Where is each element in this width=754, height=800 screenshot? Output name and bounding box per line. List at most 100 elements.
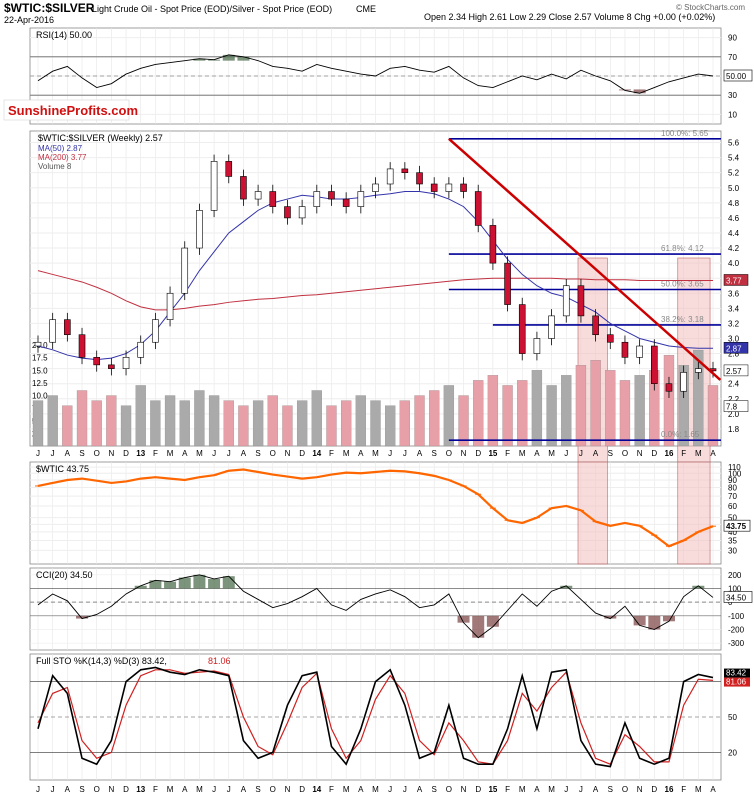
rsi-tick-label: 90 — [728, 34, 737, 43]
x-axis-label-bottom: J — [36, 785, 40, 794]
price-candle — [313, 191, 321, 207]
x-axis-label-top: J — [51, 449, 55, 458]
x-axis-label-top: N — [108, 449, 114, 458]
x-axis-label-top: J — [212, 449, 216, 458]
price-candle — [518, 304, 526, 354]
price-candle — [284, 206, 291, 219]
volume-bar — [47, 395, 58, 447]
volume-bar — [385, 405, 396, 447]
price-tick-label: 3.4 — [728, 304, 740, 313]
price-tick-label: 5.6 — [728, 139, 740, 148]
x-axis-label-bottom: M — [548, 785, 555, 794]
cci-overbought-fill — [208, 578, 221, 589]
x-axis-label-bottom: 13 — [136, 785, 145, 794]
price-candle — [562, 285, 570, 317]
x-axis-label-top: O — [94, 449, 100, 458]
x-axis-label-bottom: F — [681, 785, 686, 794]
price-candle — [93, 357, 100, 366]
price-candle — [416, 172, 423, 185]
x-axis-label-top: A — [534, 449, 540, 458]
price-candle — [357, 191, 365, 207]
volume-tick-label: 15.0 — [32, 366, 48, 375]
x-axis-label-bottom: N — [285, 785, 291, 794]
volume-bar — [590, 360, 601, 447]
x-axis-label-bottom: S — [608, 785, 613, 794]
sto-d-last-value: 81.06 — [726, 678, 747, 687]
x-axis-label-top: J — [36, 449, 40, 458]
price-tick-label: 5.2 — [728, 169, 740, 178]
volume-bar — [663, 354, 675, 447]
legend-volume: Volume 8 — [38, 162, 72, 171]
stockcharts-credit: © StockCharts.com — [676, 3, 745, 12]
volume-bar — [208, 395, 220, 447]
price-candle — [137, 341, 145, 358]
chart-date: 22-Apr-2016 — [4, 15, 54, 25]
x-axis-label-bottom: S — [255, 785, 260, 794]
price-candle — [225, 161, 233, 177]
sunshine-profits-watermark: SunshineProfits.com — [8, 103, 138, 118]
x-axis-label-bottom: N — [637, 785, 643, 794]
price-tick-label: 4.4 — [728, 229, 740, 238]
x-axis-label-bottom: M — [343, 785, 350, 794]
x-axis-label-bottom: J — [212, 785, 216, 794]
price-tick-label: 4.8 — [728, 199, 740, 208]
price-candle — [445, 183, 453, 192]
volume-bar — [605, 370, 616, 447]
cci-tick-label: -300 — [728, 639, 745, 648]
price-title: $WTIC:$SILVER (Weekly) 2.57 — [38, 133, 163, 143]
cci-tick-label: 200 — [728, 571, 742, 580]
oil-tick-label: 110 — [728, 463, 741, 472]
price-candle — [504, 262, 511, 305]
x-axis-label-top: F — [153, 449, 158, 458]
x-axis-label-bottom: J — [51, 785, 55, 794]
x-axis-label-bottom: M — [196, 785, 203, 794]
x-axis-label-bottom: A — [593, 785, 599, 794]
x-axis-label-top: M — [196, 449, 203, 458]
legend-ma50: MA(50) 2.87 — [38, 144, 83, 153]
x-axis-label-top: A — [358, 449, 364, 458]
volume-bar — [76, 390, 88, 447]
x-axis-label-bottom: 15 — [488, 785, 497, 794]
x-axis-label-bottom: A — [710, 785, 716, 794]
resistance-trendline — [448, 137, 722, 381]
rsi-tick-label: 10 — [728, 110, 737, 119]
price-candle — [533, 338, 541, 354]
volume-bar — [707, 385, 719, 447]
cci-title: CCI(20) 34.50 — [36, 570, 93, 580]
x-axis-label-top: 16 — [665, 449, 674, 458]
cci-line — [37, 574, 714, 639]
x-axis-label-top: S — [255, 449, 260, 458]
volume-last-value-box — [723, 400, 749, 412]
ma50-last-value: 2.87 — [726, 344, 742, 353]
volume-bar — [443, 385, 455, 447]
volume-bar — [487, 375, 499, 447]
x-axis-label-bottom: J — [579, 785, 583, 794]
volume-bar — [326, 405, 337, 447]
x-axis-label-top: D — [299, 449, 305, 458]
x-axis-label-top: D — [475, 449, 481, 458]
x-axis-label-top: O — [622, 449, 628, 458]
rsi-last-value: 50.00 — [726, 72, 747, 81]
price-tick-label: 5.4 — [728, 154, 740, 163]
price-tick-label: 2.4 — [728, 380, 740, 389]
price-candle — [240, 176, 247, 200]
volume-bar — [355, 395, 366, 447]
rsi-tick-label: 30 — [728, 91, 737, 100]
volume-bar — [62, 405, 73, 447]
price-candle — [78, 334, 86, 358]
price-candle — [665, 383, 673, 392]
x-axis-label-bottom: J — [403, 785, 407, 794]
price-candle — [298, 206, 306, 219]
x-axis-label-top: S — [608, 449, 613, 458]
volume-bar — [267, 395, 278, 447]
x-axis-label-bottom: A — [358, 785, 364, 794]
price-candle — [401, 168, 409, 173]
volume-bar — [32, 400, 44, 447]
x-axis-label-bottom: D — [123, 785, 129, 794]
x-axis-label-bottom: 16 — [665, 785, 674, 794]
price-tick-label: 2.8 — [728, 350, 740, 359]
volume-bar — [296, 400, 308, 447]
fibonacci-label: 50.0%: 3.65 — [661, 280, 704, 289]
price-candle — [210, 161, 218, 211]
